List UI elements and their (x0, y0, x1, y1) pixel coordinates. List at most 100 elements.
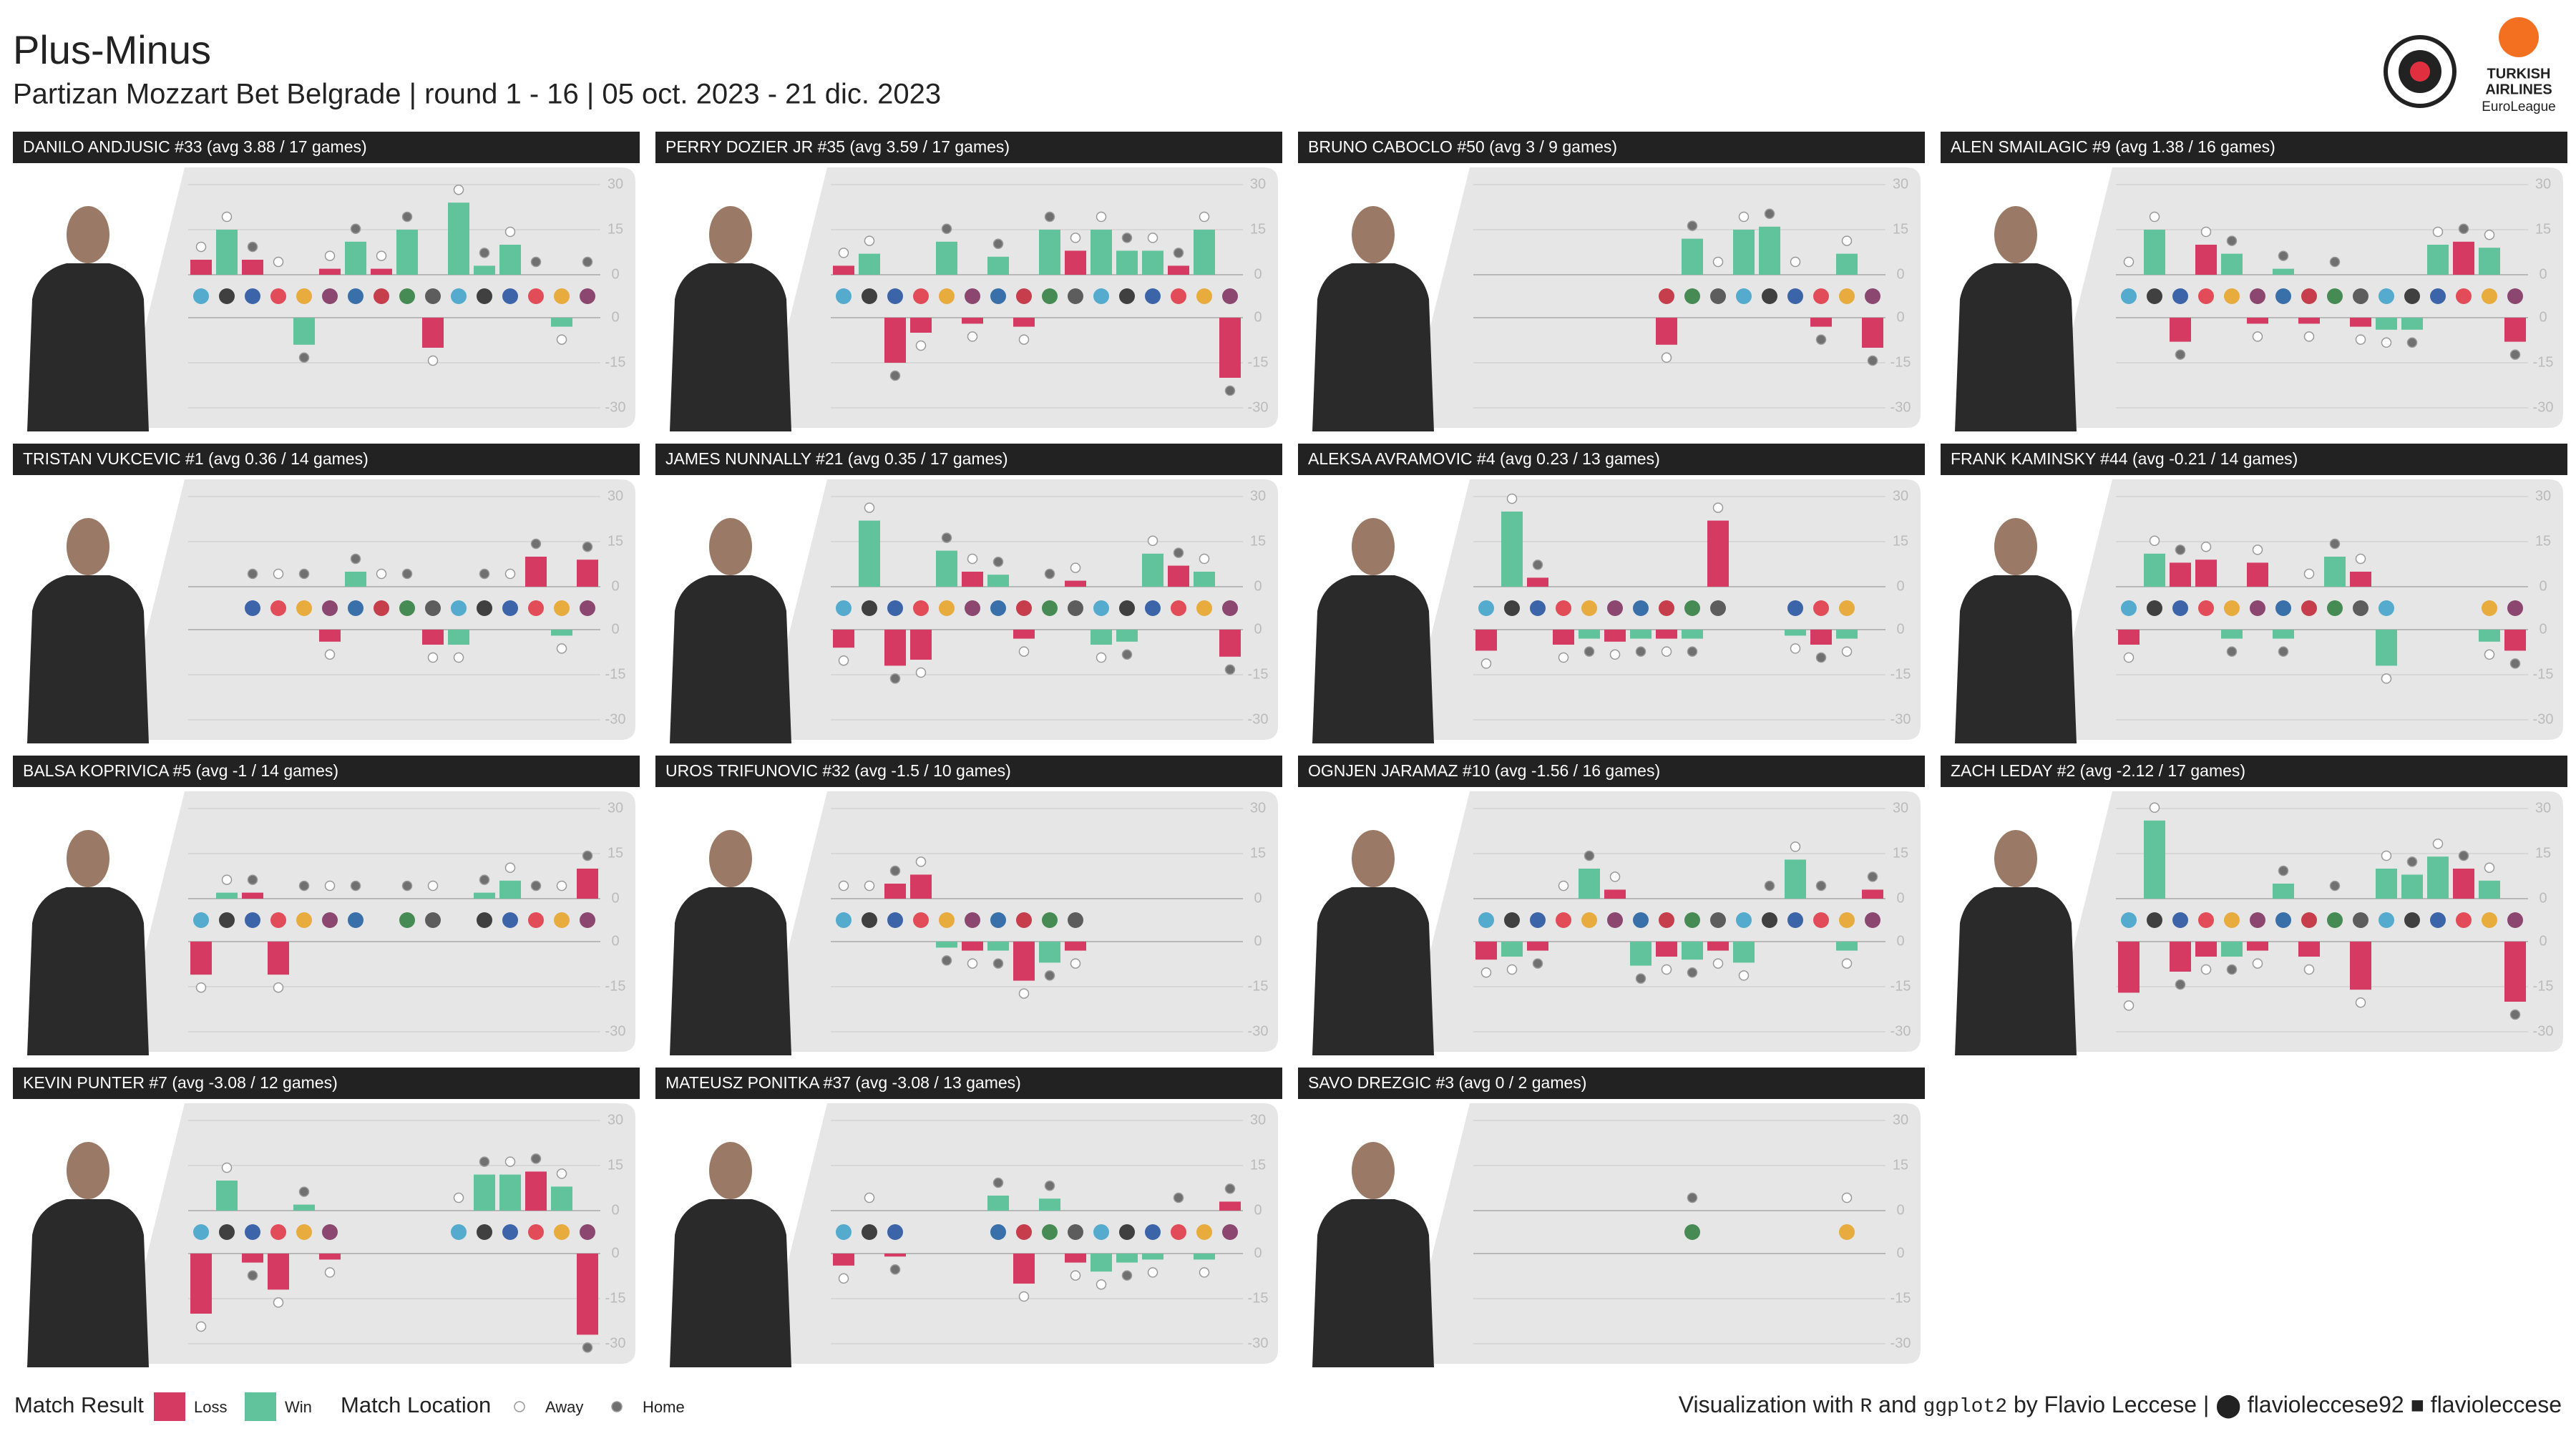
bar (1682, 630, 1703, 639)
bar (1656, 630, 1677, 639)
bar (884, 884, 906, 899)
y-tick-label: 0 (1896, 578, 1904, 594)
y-tick-label: 15 (608, 221, 623, 237)
bar (1604, 889, 1626, 899)
bar (474, 265, 495, 275)
location-dot (273, 256, 284, 268)
opponent-logo (1839, 600, 1855, 616)
location-dot (1018, 1291, 1030, 1302)
opponent-logo (245, 288, 260, 304)
location-dot (2484, 862, 2495, 874)
location-dot (1635, 973, 1646, 984)
opponent-logo (990, 600, 1006, 616)
y-tick-label: -30 (1248, 1023, 1269, 1039)
panel-header (1941, 756, 2567, 787)
location-dot (195, 241, 207, 253)
location-dot (298, 1186, 310, 1197)
location-dot (2123, 256, 2135, 268)
panel-title: KEVIN PUNTER #7 (avg -3.08 / 12 games) (23, 1073, 338, 1092)
bar (2401, 874, 2423, 899)
player-head (1352, 518, 1395, 575)
opponent-logo (2379, 600, 2394, 616)
bar (987, 1196, 1009, 1211)
y-tick-label: 30 (2535, 800, 2551, 816)
bar (319, 1254, 341, 1260)
bar (962, 572, 983, 587)
opponent-logo (270, 288, 286, 304)
bar (1862, 318, 1883, 348)
location-dot (1044, 1180, 1055, 1191)
opponent-logo (862, 912, 877, 928)
location-dot (2303, 964, 2315, 975)
location-dot (2175, 544, 2186, 555)
panel: OGNJEN JARAMAZ #10 (avg -1.56 / 16 games… (1298, 756, 1925, 1055)
bar (1527, 942, 1548, 951)
opponent-logo (1478, 600, 1494, 616)
location-dot (2484, 649, 2495, 660)
location-dot (2381, 337, 2392, 348)
opponent-logo (1659, 600, 1674, 616)
location-dot (2226, 235, 2238, 246)
opponent-logo (2224, 600, 2240, 616)
opponent-logo (2301, 288, 2317, 304)
panel: ALEN SMAILAGIC #9 (avg 1.38 / 16 games) -… (1941, 132, 2567, 431)
location-dot (1764, 208, 1775, 220)
opponent-logo (1813, 912, 1829, 928)
legend-swatch (245, 1392, 276, 1421)
panel-header (655, 444, 1282, 475)
bar (268, 1254, 289, 1290)
y-tick-label: -30 (2533, 1023, 2554, 1039)
bar (833, 630, 854, 648)
opponent-logo (2327, 288, 2343, 304)
bar (910, 874, 932, 899)
location-dot (2432, 226, 2444, 238)
bar (242, 260, 263, 275)
y-tick-label: -30 (1248, 399, 1269, 415)
player-head (67, 518, 109, 575)
opponent-logo (887, 912, 903, 928)
panel-title: SAVO DREZGIC #3 (avg 0 / 2 games) (1308, 1073, 1586, 1092)
opponent-logo (1119, 600, 1135, 616)
opponent-logo (2507, 912, 2523, 928)
location-dot (1147, 1267, 1158, 1278)
opponent-logo (528, 288, 544, 304)
opponent-logo (1171, 288, 1186, 304)
location-dot (889, 1264, 901, 1275)
location-dot (401, 211, 413, 223)
bar (1501, 942, 1523, 957)
y-tick-label: -15 (605, 978, 626, 994)
opponent-logo (1659, 288, 1674, 304)
location-dot (221, 874, 233, 885)
opponent-logo (887, 288, 903, 304)
location-dot (1558, 880, 1569, 892)
league-ball (2499, 17, 2539, 57)
bar (1604, 630, 1626, 642)
location-dot (221, 1162, 233, 1173)
location-dot (2149, 211, 2160, 223)
opponent-logo (1119, 288, 1135, 304)
bar (2479, 880, 2500, 899)
opponent-logo (1684, 1224, 1700, 1240)
location-dot (582, 850, 593, 861)
location-dot (2355, 997, 2366, 1008)
opponent-logo (990, 288, 1006, 304)
opponent-logo (836, 600, 852, 616)
bar (2350, 318, 2371, 327)
opponent-logo (1093, 1224, 1109, 1240)
legend-title: Match Location (341, 1392, 491, 1417)
bar (2376, 869, 2397, 899)
location-dot (2226, 646, 2238, 657)
location-dot (838, 880, 849, 892)
player-head (1352, 1142, 1395, 1199)
bar (2324, 557, 2346, 587)
bar (1039, 230, 1060, 275)
opponent-logo (913, 912, 929, 928)
bar (2195, 942, 2217, 957)
opponent-logo (1042, 288, 1058, 304)
panel-header (1941, 444, 2567, 475)
location-dot (2252, 331, 2263, 342)
player-head (1994, 206, 2037, 263)
bar (2247, 318, 2268, 324)
location-dot (1584, 646, 1595, 657)
